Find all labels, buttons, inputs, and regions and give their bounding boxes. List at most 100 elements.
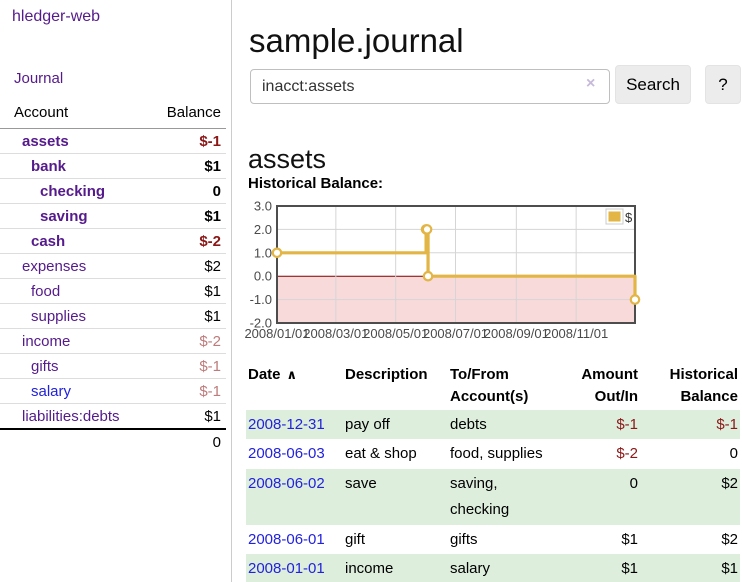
accounts-column-header: To/From Account(s) xyxy=(450,366,529,405)
account-name-cell: assets xyxy=(0,128,142,154)
account-name-cell: cash xyxy=(0,228,142,254)
sidebar-account-row: food $1 xyxy=(0,278,226,304)
account-table-header: Account Balance xyxy=(0,101,226,129)
txn-date-cell: 2008-01-01 xyxy=(246,554,343,582)
txn-accounts-cell: salary xyxy=(450,560,491,578)
sidebar-account-link-food[interactable]: food xyxy=(31,282,61,300)
account-name-cell: supplies xyxy=(0,303,142,329)
data-point-marker xyxy=(271,247,283,259)
search-input[interactable] xyxy=(250,69,610,104)
register-row[interactable]: 2008-06-02 save saving, checking 0 $2 xyxy=(246,469,740,525)
register-row[interactable]: 2008-06-01 gift gifts $1 $2 xyxy=(246,525,740,555)
txn-date-cell: 2008-06-03 xyxy=(246,439,343,469)
txn-balance-cell: $2 xyxy=(721,530,738,548)
txn-accounts-cell: debts xyxy=(450,415,487,433)
txn-amount-cell: $1 xyxy=(621,560,638,578)
account-balance: $1 xyxy=(141,278,226,304)
sidebar-total-row: 0 xyxy=(0,428,226,454)
sidebar-item-journal[interactable]: Journal xyxy=(14,70,64,87)
sidebar-account-link-bank[interactable]: bank xyxy=(31,157,67,175)
sidebar-account-link-cash[interactable]: cash xyxy=(31,232,66,250)
sidebar-account-link-assets[interactable]: assets xyxy=(22,132,69,150)
search-button[interactable]: Search xyxy=(615,65,691,104)
register-row[interactable]: 2008-01-01 income salary $1 $1 xyxy=(246,554,740,582)
y-tick-label: 2.0 xyxy=(254,222,272,237)
x-tick-label: 2008/09/01 xyxy=(484,326,549,341)
account-name-cell: food xyxy=(0,278,142,304)
register-header-row: Date ∧ Description To/From Account(s) Amo… xyxy=(246,362,740,410)
txn-date-link[interactable]: 2008-06-01 xyxy=(248,530,325,548)
account-balance: $-1 xyxy=(141,128,226,154)
balance-column-header: Historical Balance xyxy=(669,366,738,405)
sidebar-account-link-checking[interactable]: checking xyxy=(40,182,106,200)
sidebar-account-link-saving[interactable]: saving xyxy=(40,207,88,225)
x-tick-label: 2008/11/01 xyxy=(544,326,608,341)
txn-accounts-cell: saving, checking xyxy=(450,475,510,518)
txn-accounts-cell: gifts xyxy=(450,530,478,548)
x-tick-label: 2008/01/01 xyxy=(244,326,309,341)
txn-description-cell: gift xyxy=(345,530,366,548)
txn-description-cell: income xyxy=(345,560,394,578)
txn-date-link[interactable]: 2008-06-03 xyxy=(248,445,325,463)
txn-amount-cell: $-2 xyxy=(616,445,638,463)
txn-balance-cell: 0 xyxy=(729,445,738,463)
sidebar-account-link-gifts[interactable]: gifts xyxy=(31,357,59,375)
sidebar-account-row: cash $-2 xyxy=(0,228,226,254)
x-tick-label: 2008/07/01 xyxy=(423,326,488,341)
txn-date-cell: 2008-12-31 xyxy=(246,410,343,440)
sidebar-account-link-supplies[interactable]: supplies xyxy=(31,307,87,325)
account-title: assets xyxy=(248,144,327,175)
clear-search-icon[interactable]: × xyxy=(586,75,596,92)
historical-balance-chart: 3.0 2.0 1.0 0.0 -1.0 -2.02008/01/012008/03/01… xyxy=(244,199,641,341)
balance-column-header: Balance xyxy=(141,101,226,129)
page-title: sample.journal xyxy=(249,22,464,60)
data-point-marker xyxy=(422,270,434,282)
y-tick-label: 1.0 xyxy=(254,245,272,260)
sidebar-account-link-income[interactable]: income xyxy=(22,332,71,350)
txn-balance-cell: $1 xyxy=(721,560,738,578)
description-column-header: Description xyxy=(345,366,428,383)
date-column-header[interactable]: Date ∧ xyxy=(248,366,298,383)
account-balance: 0 xyxy=(141,178,226,204)
account-name-cell: bank xyxy=(0,153,142,179)
account-name-cell: checking xyxy=(0,178,142,204)
account-name-cell: saving xyxy=(0,203,142,229)
register-table: Date ∧ Description To/From Account(s) Amo… xyxy=(246,362,740,582)
register-row[interactable]: 2008-06-03 eat & shop food, supplies $-2 0 xyxy=(246,439,740,469)
plot-border xyxy=(276,205,636,324)
txn-date-cell: 2008-06-02 xyxy=(246,469,343,525)
sidebar: hledger-web Journal Account Balance asse… xyxy=(0,0,232,582)
app-brand-link[interactable]: hledger-web xyxy=(12,8,101,25)
txn-date-cell: 2008-06-01 xyxy=(246,525,343,555)
y-tick-label: -2.0 xyxy=(250,316,272,331)
txn-accounts-cell: food, supplies xyxy=(450,445,543,463)
txn-date-link[interactable]: 2008-06-02 xyxy=(248,475,325,493)
account-name-cell: salary xyxy=(0,378,142,404)
account-balance: $1 xyxy=(141,203,226,229)
txn-description-cell: pay off xyxy=(345,415,390,433)
txn-amount-cell: $1 xyxy=(621,530,638,548)
account-balance: $1 xyxy=(141,403,226,430)
sidebar-account-link-salary[interactable]: salary xyxy=(31,382,72,400)
txn-balance-cell: $-1 xyxy=(716,415,738,433)
help-button[interactable]: ? xyxy=(705,65,741,104)
data-point-marker xyxy=(421,224,433,235)
sort-ascending-icon: ∧ xyxy=(286,367,298,382)
account-balance: $-2 xyxy=(141,328,226,354)
y-tick-label: 0.0 xyxy=(254,269,272,284)
x-tick-label: 2008/03/01 xyxy=(303,326,368,341)
txn-date-link[interactable]: 2008-12-31 xyxy=(248,415,325,433)
sidebar-account-row: saving $1 xyxy=(0,203,226,229)
sidebar-account-link-liabilities-debts[interactable]: liabilities:debts xyxy=(22,407,120,425)
sidebar-account-row: liabilities:debts $1 xyxy=(0,403,226,430)
account-balance: $2 xyxy=(141,253,226,279)
sidebar-account-link-expenses[interactable]: expenses xyxy=(22,257,87,275)
sidebar-account-row: assets $-1 xyxy=(0,128,226,154)
txn-amount-cell: $-1 xyxy=(616,415,638,433)
txn-description-cell: eat & shop xyxy=(345,445,417,463)
account-balance: $-2 xyxy=(141,228,226,254)
txn-date-link[interactable]: 2008-01-01 xyxy=(248,560,325,578)
sidebar-total-balance: 0 xyxy=(141,428,226,454)
register-row[interactable]: 2008-12-31 pay off debts $-1 $-1 xyxy=(246,409,740,440)
